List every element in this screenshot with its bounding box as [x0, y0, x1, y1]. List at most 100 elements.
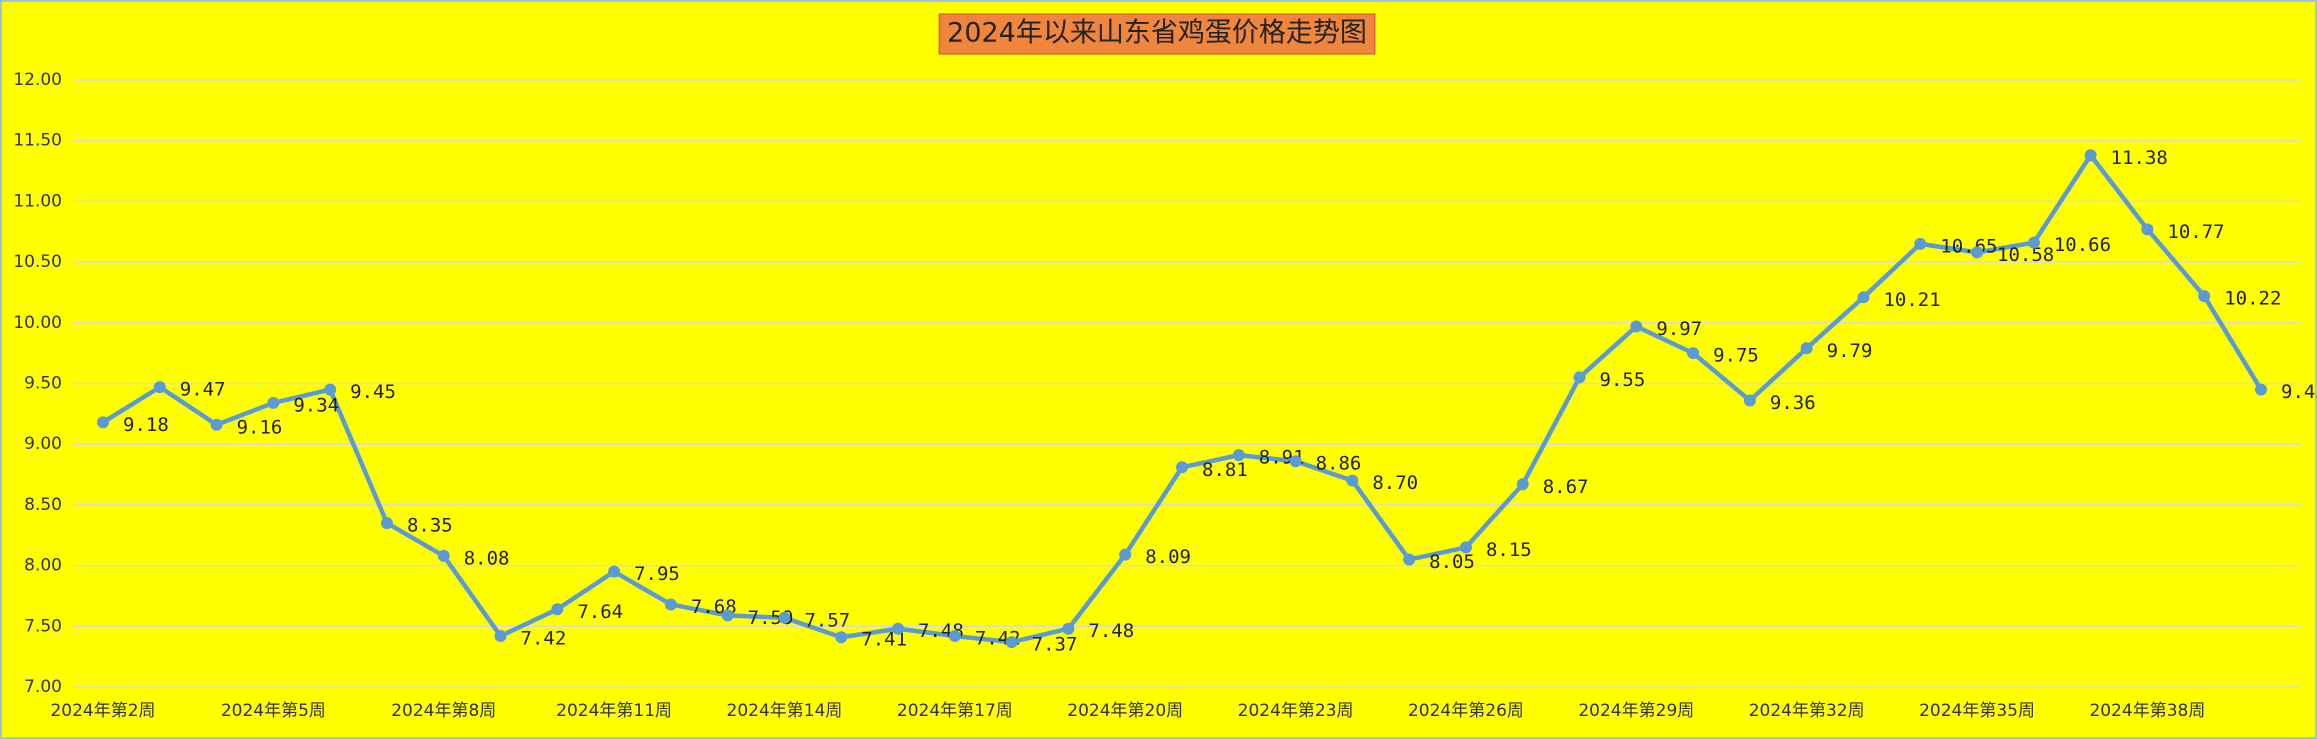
- data-label: 9.36: [1770, 392, 1816, 414]
- point: [1232, 449, 1245, 462]
- point: [1573, 371, 1586, 384]
- point: [2027, 236, 2040, 249]
- x-tick-label: 2024年第17周: [897, 701, 1013, 721]
- data-label: 8.08: [464, 547, 510, 569]
- data-label: 8.67: [1543, 476, 1589, 498]
- data-label: 7.41: [861, 629, 907, 651]
- point: [1971, 246, 1984, 259]
- data-label: 8.86: [1316, 453, 1362, 475]
- y-tick-label: 12.00: [13, 70, 62, 90]
- data-label: 8.05: [1429, 551, 1475, 573]
- data-label: 8.35: [407, 515, 453, 537]
- x-tick-label: 2024年第2周: [50, 701, 155, 721]
- data-label: 10.77: [2167, 221, 2224, 243]
- point: [210, 418, 223, 431]
- data-label: 9.16: [237, 416, 283, 438]
- data-label: 8.15: [1486, 539, 1532, 561]
- y-tick-label: 11.50: [13, 131, 62, 151]
- point: [1459, 541, 1472, 554]
- y-tick-label: 10.50: [13, 252, 62, 272]
- data-label: 9.55: [1600, 369, 1646, 391]
- point: [2198, 290, 2211, 303]
- title-box: [938, 13, 1376, 55]
- x-tick-label: 2024年第38周: [2089, 701, 2205, 721]
- point: [1062, 622, 1075, 635]
- point: [1176, 461, 1188, 474]
- data-label: 9.75: [1713, 345, 1759, 367]
- point: [1743, 394, 1756, 407]
- data-label: 9.97: [1656, 318, 1702, 340]
- data-label: 9.45: [2281, 381, 2317, 403]
- point: [380, 517, 393, 530]
- data-label: 9.45: [350, 381, 396, 403]
- point: [1800, 342, 1813, 355]
- x-tick-label: 2024年第20周: [1067, 701, 1183, 721]
- y-tick-label: 7.00: [24, 677, 62, 697]
- x-tick-label: 2024年第26周: [1408, 701, 1524, 721]
- x-tick-label: 2024年第29周: [1578, 701, 1694, 721]
- y-tick-label: 8.50: [24, 495, 62, 515]
- data-label: 7.64: [577, 601, 623, 623]
- point: [948, 630, 961, 643]
- point: [1289, 455, 1302, 468]
- point: [721, 609, 734, 622]
- data-label: 9.18: [123, 414, 169, 436]
- data-label: 10.58: [1997, 244, 2054, 266]
- data-label: 7.42: [521, 628, 567, 650]
- point: [778, 611, 791, 624]
- point: [97, 416, 109, 429]
- x-tick-label: 2024年第35周: [1919, 701, 2035, 721]
- point: [494, 630, 507, 643]
- data-label: 10.66: [2054, 234, 2111, 256]
- point: [2084, 149, 2097, 162]
- chart-title: 2024年以来山东省鸡蛋价格走势图: [947, 18, 1367, 49]
- data-label: 9.34: [293, 394, 339, 416]
- y-tick-label: 8.00: [24, 556, 62, 576]
- x-tick-label: 2024年第14周: [727, 701, 843, 721]
- data-label: 9.47: [180, 379, 226, 401]
- point: [2141, 223, 2154, 236]
- data-label: 8.81: [1202, 459, 1248, 481]
- y-tick-label: 9.00: [24, 434, 62, 454]
- x-tick-label: 2024年第5周: [221, 701, 326, 721]
- point: [551, 603, 564, 616]
- y-tick-label: 7.50: [24, 616, 62, 636]
- x-tick-label: 2024年第11周: [556, 701, 672, 721]
- data-label: 7.57: [804, 609, 850, 631]
- y-tick-label: 9.50: [24, 374, 62, 394]
- point: [267, 396, 280, 409]
- data-label: 8.09: [1145, 546, 1191, 568]
- x-tick-label: 2024年第8周: [391, 701, 496, 721]
- x-tick-label: 2024年第32周: [1749, 701, 1865, 721]
- point: [437, 549, 450, 562]
- point: [664, 598, 677, 611]
- point: [835, 631, 848, 644]
- data-label: 7.37: [1032, 634, 1078, 656]
- data-label: 8.70: [1372, 472, 1418, 494]
- data-label: 11.38: [2111, 147, 2168, 169]
- point: [1005, 636, 1018, 649]
- point: [2255, 383, 2267, 396]
- data-label: 10.21: [1883, 289, 1940, 311]
- data-label: 7.95: [634, 563, 680, 585]
- point: [1914, 237, 1927, 250]
- y-tick-label: 11.00: [13, 191, 62, 211]
- point: [1857, 291, 1870, 304]
- data-label: 7.48: [1088, 620, 1134, 642]
- y-tick-label: 10.00: [13, 313, 62, 333]
- point: [1630, 320, 1643, 333]
- point: [1346, 474, 1359, 487]
- point: [608, 565, 621, 578]
- data-label: 9.79: [1827, 340, 1873, 362]
- x-tick-label: 2024年第23周: [1238, 701, 1354, 721]
- point: [1516, 478, 1529, 491]
- point: [1403, 553, 1416, 566]
- data-label: 10.22: [2224, 288, 2281, 310]
- point: [892, 622, 905, 635]
- point: [324, 383, 337, 396]
- data-label: 10.65: [1940, 235, 1997, 257]
- point: [1119, 548, 1132, 561]
- point: [1687, 347, 1700, 360]
